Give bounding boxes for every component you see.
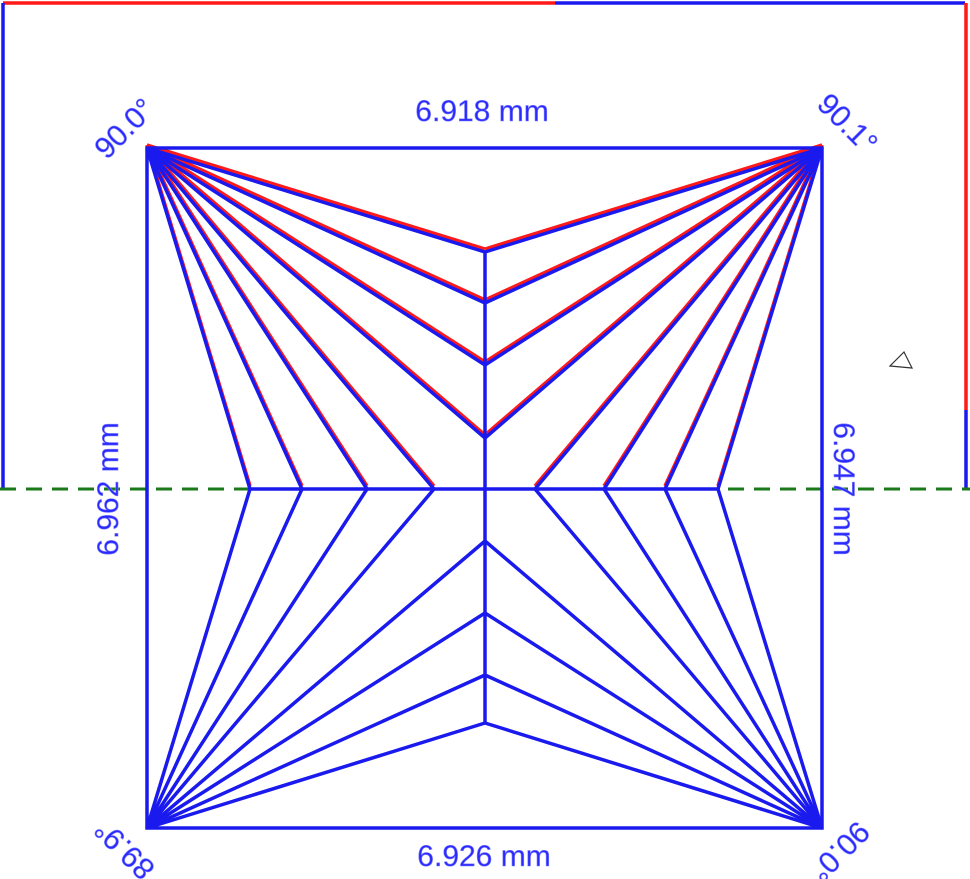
dimension-left: 6.962 mm — [92, 422, 125, 555]
facet-line — [602, 147, 824, 490]
facet-line — [146, 143, 486, 251]
facet-line — [533, 143, 824, 488]
facet-line — [145, 147, 252, 490]
facet-line — [484, 146, 823, 367]
facet-line — [145, 147, 369, 490]
facet-line — [146, 611, 486, 830]
facet-line — [484, 143, 823, 364]
facet-line — [145, 143, 487, 437]
facet-line — [663, 488, 824, 829]
facet-line — [663, 147, 824, 490]
facet-line — [716, 147, 824, 490]
facet-line — [146, 146, 486, 305]
dimension-right: 6.947 mm — [827, 422, 860, 555]
facet-line — [146, 143, 486, 302]
facet-line — [484, 611, 823, 830]
frame — [0, 1, 970, 491]
facet-line — [533, 146, 824, 491]
facet-line — [483, 539, 824, 830]
facet-line — [146, 673, 486, 830]
facet-line — [146, 721, 486, 830]
dimension-top: 6.918 mm — [415, 95, 548, 128]
dimension-bottom: 6.926 mm — [417, 840, 550, 873]
facet-line — [484, 143, 823, 302]
facet-line — [145, 539, 487, 830]
facets — [145, 146, 824, 830]
facet-line — [602, 488, 824, 829]
facet-line — [145, 487, 436, 830]
facet-line — [484, 146, 823, 254]
facet-line — [145, 146, 436, 491]
facet-line — [146, 146, 486, 367]
facet-line — [145, 488, 304, 829]
facet-line — [145, 146, 487, 440]
facet-line — [716, 488, 824, 829]
facet-line — [484, 143, 823, 251]
facet-line — [145, 147, 304, 490]
facet-line — [145, 488, 369, 829]
facet-line — [484, 673, 823, 830]
facet-line — [484, 146, 823, 305]
facet-line — [484, 721, 823, 830]
facet-line — [146, 143, 486, 364]
facet-line — [145, 488, 252, 829]
cursor-icon — [888, 350, 914, 369]
facet-line — [533, 487, 824, 830]
facet-line — [145, 143, 436, 488]
facet-line — [146, 146, 486, 254]
facet-line — [483, 143, 824, 437]
facet-line — [483, 146, 824, 440]
